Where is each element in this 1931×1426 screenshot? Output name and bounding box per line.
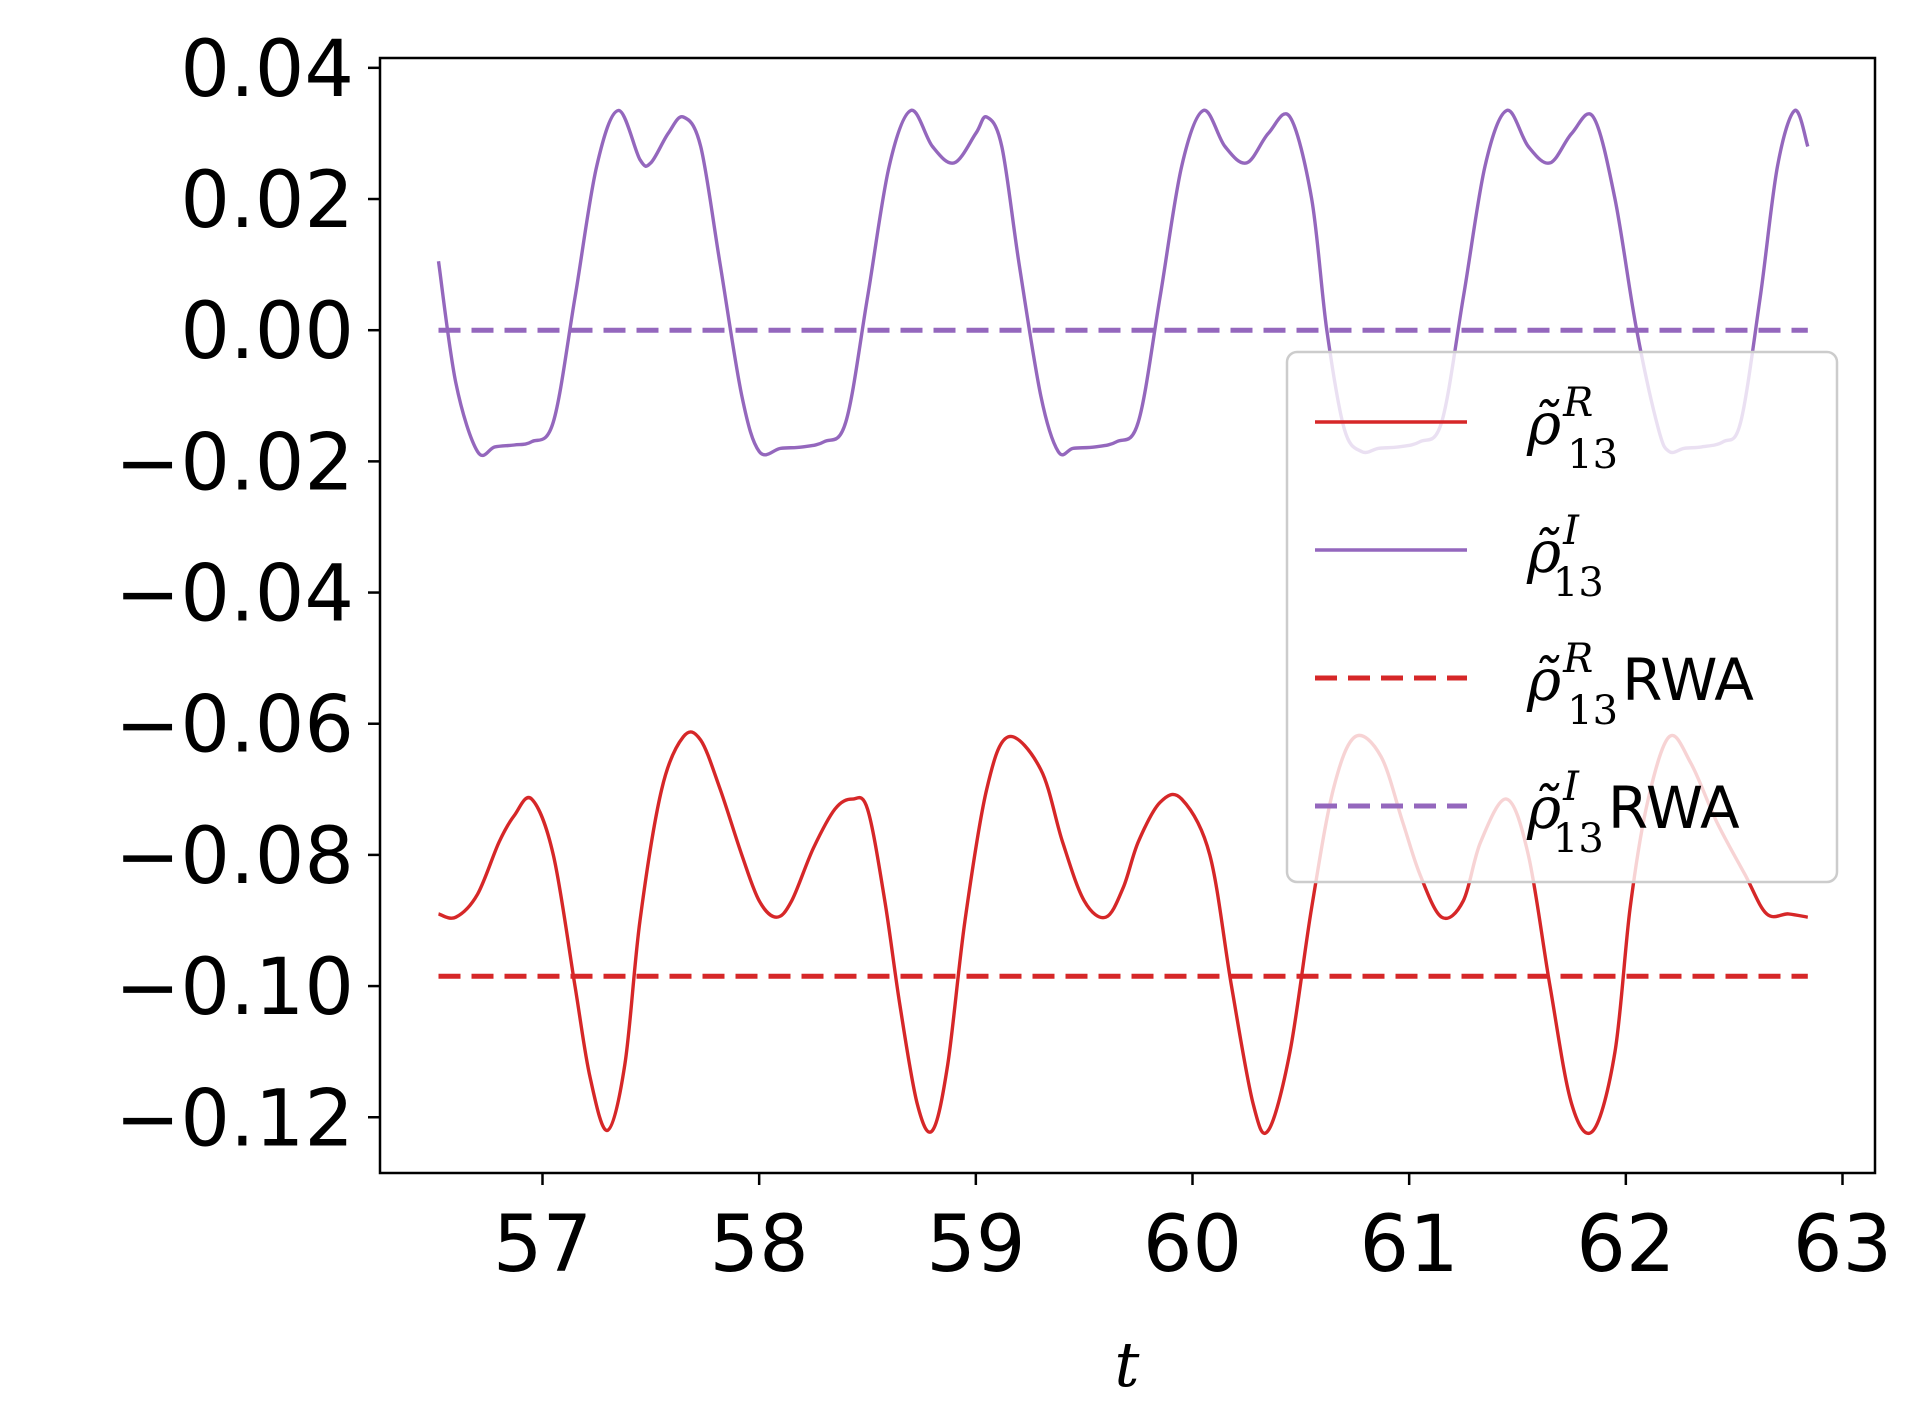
y-axis: 0.04 0.02 0.00 −0.02 −0.04 −0.06 −0.08 −0.10 −0.… xyxy=(115,25,380,1164)
legend-label-4: ρ̃I 13RWA xyxy=(1526,764,1740,862)
x-axis: 57 58 59 60 61 62 63 xyxy=(493,1173,1892,1290)
y-tick-label-2: 0.00 xyxy=(180,287,354,377)
legend-label-2: ρ̃I 13 xyxy=(1526,508,1604,606)
y-tick-label-8: −0.12 xyxy=(115,1074,354,1164)
plot-lines xyxy=(436,108,1810,1136)
y-tick-label-6: −0.08 xyxy=(115,812,354,902)
x-axis-label: t xyxy=(1115,1328,1140,1401)
y-tick-label-4: −0.04 xyxy=(115,550,354,640)
series-line-1 xyxy=(437,730,1809,1136)
y-tick-label-7: −0.10 xyxy=(115,943,354,1033)
x-tick-label-3: 60 xyxy=(1143,1200,1242,1290)
x-tick-label-4: 61 xyxy=(1360,1200,1459,1290)
legend-label-3: ρ̃R 13RWA xyxy=(1526,636,1754,734)
y-tick-label-1: 0.02 xyxy=(180,156,354,246)
legend: ρ̃R 13 ρ̃I 13 ρ̃R 13RWA ρ̃I 13RWA xyxy=(1285,350,1839,884)
plot-frame xyxy=(378,56,1877,1175)
y-tick-label-5: −0.06 xyxy=(115,681,354,771)
x-tick-label-1: 58 xyxy=(710,1200,809,1290)
y-tick-label-3: −0.02 xyxy=(115,418,354,508)
series-line-2 xyxy=(436,108,1810,458)
x-tick-label-6: 63 xyxy=(1793,1200,1892,1290)
x-tick-label-5: 62 xyxy=(1576,1200,1675,1290)
x-tick-label-2: 59 xyxy=(926,1200,1025,1290)
x-tick-label-0: 57 xyxy=(493,1200,592,1290)
y-tick-label-0: 0.04 xyxy=(180,25,354,115)
legend-label-1: ρ̃R 13 xyxy=(1526,380,1618,478)
legend-box xyxy=(1285,350,1839,884)
